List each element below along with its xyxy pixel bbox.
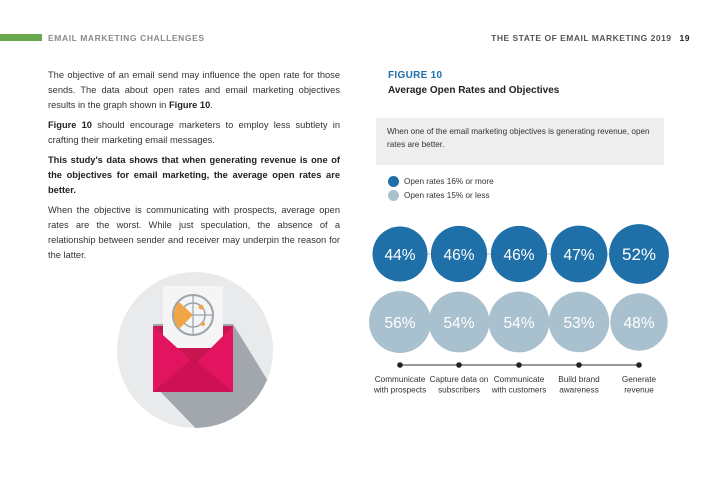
paragraph-4: When the objective is communicating with… bbox=[48, 203, 340, 263]
figure-reference: Figure 10 bbox=[168, 100, 211, 110]
page-number: 19 bbox=[679, 33, 690, 43]
bubble-low bbox=[488, 291, 550, 353]
category-label: awareness bbox=[559, 386, 599, 395]
category-label: revenue bbox=[624, 386, 654, 395]
category-label: Communicate bbox=[494, 375, 545, 384]
bubble-high bbox=[609, 224, 669, 284]
body-text: The objective of an email send may influ… bbox=[48, 68, 340, 268]
accent-bar bbox=[0, 34, 42, 41]
paragraph-1-text: The objective of an email send may influ… bbox=[48, 70, 340, 110]
figure-label: FIGURE 10 bbox=[388, 70, 443, 81]
bubble-value-label: 52% bbox=[622, 245, 656, 264]
envelope-fold bbox=[153, 358, 233, 392]
bubble-low bbox=[548, 291, 610, 353]
bubble-high bbox=[430, 225, 488, 283]
paragraph-3: This study's data shows that when genera… bbox=[48, 153, 340, 198]
email-radar-illustration bbox=[117, 272, 273, 428]
category-marker bbox=[516, 362, 522, 368]
chart-legend: Open rates 16% or more Open rates 15% or… bbox=[388, 175, 494, 203]
paragraph-1-end: . bbox=[210, 100, 213, 110]
category-label: with prospects bbox=[373, 386, 426, 395]
bubble-value-label: 44% bbox=[384, 247, 415, 264]
bubble-value-label: 56% bbox=[384, 315, 415, 332]
section-header: EMAIL MARKETING CHALLENGES bbox=[48, 33, 205, 43]
callout-box: When one of the email marketing objectiv… bbox=[376, 118, 664, 165]
bubble-value-label: 46% bbox=[443, 247, 474, 264]
legend-label-high: Open rates 16% or more bbox=[404, 177, 494, 186]
radar-icon bbox=[172, 294, 214, 336]
bubble-high bbox=[490, 225, 548, 283]
legend-label-low: Open rates 15% or less bbox=[404, 191, 490, 200]
category-label: Generate bbox=[622, 375, 657, 384]
bubble-low bbox=[428, 291, 490, 353]
category-label: Communicate bbox=[375, 375, 426, 384]
bubble-low bbox=[610, 293, 668, 351]
legend-dot-high bbox=[388, 176, 399, 187]
category-marker bbox=[636, 362, 642, 368]
bubble-value-label: 46% bbox=[503, 247, 534, 264]
key-finding: This study's data shows that when genera… bbox=[48, 155, 340, 195]
bubble-value-label: 48% bbox=[623, 315, 654, 332]
bubble-low bbox=[369, 291, 431, 353]
publication-header: THE STATE OF EMAIL MARKETING 2019 19 bbox=[491, 33, 690, 43]
category-label: Capture data on bbox=[430, 375, 489, 384]
category-label: Build brand bbox=[558, 375, 600, 384]
paragraph-1: The objective of an email send may influ… bbox=[48, 68, 340, 113]
bubble-chart: 44% 46% 46% 47% 52% 56% 54% 54% 53% 48% Communicat… bbox=[369, 224, 669, 395]
category-marker bbox=[456, 362, 462, 368]
bubble-high bbox=[372, 226, 428, 282]
publication-title: THE STATE OF EMAIL MARKETING 2019 bbox=[491, 33, 672, 43]
legend-item-high: Open rates 16% or more bbox=[388, 175, 494, 188]
category-marker bbox=[397, 362, 403, 368]
figure-title: Average Open Rates and Objectives bbox=[388, 85, 560, 96]
paragraph-2: Figure 10 should encourage marketers to … bbox=[48, 118, 340, 148]
bubble-value-label: 47% bbox=[563, 247, 594, 264]
category-marker bbox=[576, 362, 582, 368]
figure-reference: Figure 10 bbox=[48, 120, 92, 130]
bubble-high bbox=[550, 225, 608, 283]
paragraph-2-text: should encourage marketers to employ les… bbox=[48, 120, 340, 145]
legend-item-low: Open rates 15% or less bbox=[388, 189, 494, 202]
bubble-value-label: 54% bbox=[503, 315, 534, 332]
category-label: with customers bbox=[491, 386, 547, 395]
legend-dot-low bbox=[388, 190, 399, 201]
bubble-value-label: 53% bbox=[563, 315, 594, 332]
bubble-value-label: 54% bbox=[443, 315, 474, 332]
category-label: subscribers bbox=[438, 386, 480, 395]
paragraph-4-text: When the objective is communicating with… bbox=[48, 205, 340, 260]
